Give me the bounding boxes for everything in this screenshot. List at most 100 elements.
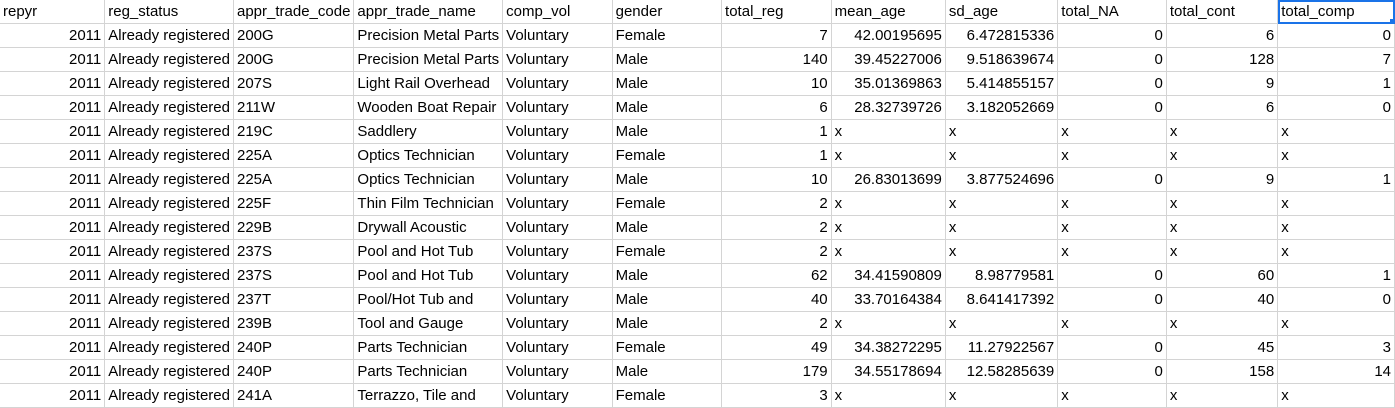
cell-total-comp[interactable]: x	[1277, 119, 1395, 144]
cell-total-reg[interactable]: 1	[721, 143, 832, 168]
cell-comp-vol[interactable]: Voluntary	[502, 215, 613, 240]
cell-sd-age[interactable]: 5.414855157	[945, 71, 1059, 96]
cell-sd-age[interactable]: x	[945, 383, 1059, 408]
cell-total-cont[interactable]: 128	[1166, 47, 1279, 72]
cell-gender[interactable]: Female	[612, 191, 723, 216]
cell-mean-age[interactable]: 34.41590809	[831, 263, 946, 288]
cell-total-comp[interactable]: x	[1277, 383, 1395, 408]
cell-repyr[interactable]: 2011	[0, 143, 106, 168]
cell-appr-trade-name[interactable]: Terrazzo, Tile and	[353, 383, 504, 408]
cell-comp-vol[interactable]: Voluntary	[502, 335, 613, 360]
cell-total-NA[interactable]: 0	[1057, 359, 1167, 384]
column-header-reg-status[interactable]: reg_status	[104, 0, 234, 24]
cell-gender[interactable]: Male	[612, 167, 723, 192]
cell-appr-trade-code[interactable]: 239B	[233, 311, 355, 336]
cell-comp-vol[interactable]: Voluntary	[502, 263, 613, 288]
cell-gender[interactable]: Male	[612, 215, 723, 240]
cell-total-cont[interactable]: x	[1166, 311, 1279, 336]
cell-reg-status[interactable]: Already registered	[104, 239, 234, 264]
cell-total-reg[interactable]: 62	[721, 263, 832, 288]
cell-sd-age[interactable]: x	[945, 215, 1059, 240]
cell-total-NA[interactable]: x	[1057, 311, 1167, 336]
cell-comp-vol[interactable]: Voluntary	[502, 359, 613, 384]
cell-repyr[interactable]: 2011	[0, 383, 106, 408]
cell-mean-age[interactable]: x	[831, 119, 946, 144]
cell-sd-age[interactable]: 12.58285639	[945, 359, 1059, 384]
cell-total-reg[interactable]: 3	[721, 383, 832, 408]
cell-reg-status[interactable]: Already registered	[104, 263, 234, 288]
cell-appr-trade-code[interactable]: 237S	[233, 239, 355, 264]
cell-total-cont[interactable]: 6	[1166, 95, 1279, 120]
cell-appr-trade-name[interactable]: Precision Metal Parts	[353, 23, 504, 48]
cell-total-reg[interactable]: 6	[721, 95, 832, 120]
column-header-appr-trade-code[interactable]: appr_trade_code	[233, 0, 355, 24]
cell-appr-trade-code[interactable]: 211W	[233, 95, 355, 120]
cell-mean-age[interactable]: x	[831, 311, 946, 336]
cell-sd-age[interactable]: x	[945, 239, 1059, 264]
cell-total-reg[interactable]: 10	[721, 167, 832, 192]
cell-total-NA[interactable]: 0	[1057, 167, 1167, 192]
cell-repyr[interactable]: 2011	[0, 23, 106, 48]
cell-total-NA[interactable]: x	[1057, 191, 1167, 216]
cell-gender[interactable]: Male	[612, 263, 723, 288]
cell-total-comp[interactable]: x	[1277, 143, 1395, 168]
cell-reg-status[interactable]: Already registered	[104, 287, 234, 312]
cell-total-reg[interactable]: 10	[721, 71, 832, 96]
cell-total-comp[interactable]: x	[1277, 191, 1395, 216]
cell-total-cont[interactable]: 9	[1166, 71, 1279, 96]
column-header-sd-age[interactable]: sd_age	[945, 0, 1059, 24]
cell-repyr[interactable]: 2011	[0, 167, 106, 192]
cell-reg-status[interactable]: Already registered	[104, 383, 234, 408]
cell-total-comp[interactable]: x	[1277, 311, 1395, 336]
cell-repyr[interactable]: 2011	[0, 287, 106, 312]
cell-total-cont[interactable]: x	[1166, 143, 1279, 168]
cell-gender[interactable]: Male	[612, 359, 723, 384]
cell-mean-age[interactable]: 34.38272295	[831, 335, 946, 360]
cell-total-NA[interactable]: x	[1057, 119, 1167, 144]
cell-total-cont[interactable]: x	[1166, 239, 1279, 264]
cell-comp-vol[interactable]: Voluntary	[502, 143, 613, 168]
cell-mean-age[interactable]: x	[831, 383, 946, 408]
cell-mean-age[interactable]: x	[831, 191, 946, 216]
cell-sd-age[interactable]: 3.877524696	[945, 167, 1059, 192]
cell-total-reg[interactable]: 2	[721, 239, 832, 264]
cell-appr-trade-code[interactable]: 200G	[233, 47, 355, 72]
cell-reg-status[interactable]: Already registered	[104, 23, 234, 48]
cell-total-reg[interactable]: 49	[721, 335, 832, 360]
cell-mean-age[interactable]: 35.01369863	[831, 71, 946, 96]
cell-comp-vol[interactable]: Voluntary	[502, 287, 613, 312]
cell-gender[interactable]: Male	[612, 47, 723, 72]
cell-repyr[interactable]: 2011	[0, 263, 106, 288]
cell-appr-trade-name[interactable]: Parts Technician	[353, 359, 504, 384]
cell-comp-vol[interactable]: Voluntary	[502, 383, 613, 408]
cell-mean-age[interactable]: 34.55178694	[831, 359, 946, 384]
cell-repyr[interactable]: 2011	[0, 335, 106, 360]
cell-total-NA[interactable]: 0	[1057, 287, 1167, 312]
cell-repyr[interactable]: 2011	[0, 215, 106, 240]
cell-comp-vol[interactable]: Voluntary	[502, 119, 613, 144]
cell-total-comp[interactable]: 3	[1277, 335, 1395, 360]
cell-sd-age[interactable]: x	[945, 119, 1059, 144]
cell-appr-trade-code[interactable]: 200G	[233, 23, 355, 48]
cell-total-NA[interactable]: 0	[1057, 71, 1167, 96]
cell-appr-trade-name[interactable]: Pool and Hot Tub	[353, 239, 504, 264]
cell-appr-trade-name[interactable]: Optics Technician	[353, 143, 504, 168]
cell-mean-age[interactable]: 39.45227006	[831, 47, 946, 72]
cell-appr-trade-name[interactable]: Saddlery	[353, 119, 504, 144]
column-header-total-NA[interactable]: total_NA	[1057, 0, 1167, 24]
cell-reg-status[interactable]: Already registered	[104, 167, 234, 192]
cell-comp-vol[interactable]: Voluntary	[502, 71, 613, 96]
cell-comp-vol[interactable]: Voluntary	[502, 95, 613, 120]
cell-mean-age[interactable]: 42.00195695	[831, 23, 946, 48]
cell-appr-trade-name[interactable]: Drywall Acoustic	[353, 215, 504, 240]
cell-gender[interactable]: Female	[612, 239, 723, 264]
cell-appr-trade-code[interactable]: 225A	[233, 143, 355, 168]
cell-repyr[interactable]: 2011	[0, 119, 106, 144]
cell-reg-status[interactable]: Already registered	[104, 335, 234, 360]
cell-gender[interactable]: Female	[612, 23, 723, 48]
cell-reg-status[interactable]: Already registered	[104, 143, 234, 168]
cell-appr-trade-name[interactable]: Pool/Hot Tub and	[353, 287, 504, 312]
cell-appr-trade-name[interactable]: Thin Film Technician	[353, 191, 504, 216]
column-header-total-comp[interactable]: total_comp	[1277, 0, 1395, 24]
cell-total-cont[interactable]: 9	[1166, 167, 1279, 192]
